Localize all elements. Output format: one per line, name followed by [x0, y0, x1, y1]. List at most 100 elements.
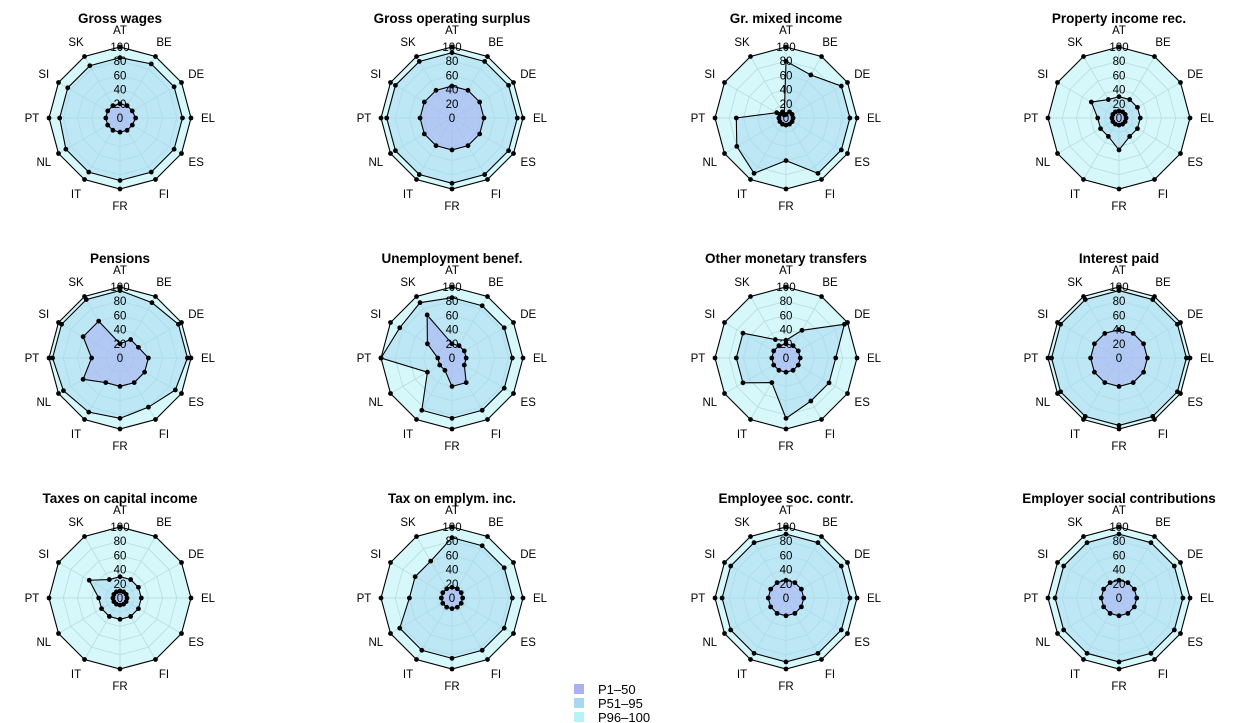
data-point — [393, 148, 398, 154]
data-point — [117, 426, 123, 432]
data-point — [437, 362, 443, 368]
data-point — [1081, 534, 1086, 539]
data-point — [485, 657, 490, 662]
tick-label: 60 — [114, 550, 127, 562]
data-point — [99, 606, 104, 612]
data-point — [1116, 44, 1122, 50]
data-point — [397, 325, 403, 331]
data-point — [1116, 384, 1122, 389]
data-point — [153, 417, 158, 422]
data-point — [417, 115, 423, 121]
axis-label: BE — [156, 517, 172, 529]
data-point — [138, 595, 144, 601]
radar-panel: Unemployment benef. 0 20 40 60 80 100 AT BE DE EL E… — [357, 251, 548, 453]
data-point — [179, 560, 184, 565]
data-point — [740, 380, 746, 386]
data-point — [771, 348, 777, 354]
data-point — [461, 348, 467, 354]
axis-label: BE — [1155, 37, 1171, 49]
data-point — [1101, 586, 1107, 592]
data-point — [768, 604, 774, 610]
data-point — [458, 600, 464, 606]
data-point — [146, 355, 151, 361]
legend-swatch — [574, 684, 584, 694]
tick-label: 20 — [446, 579, 459, 591]
data-point — [179, 80, 184, 85]
data-point — [815, 170, 821, 176]
axis-label: DE — [1187, 69, 1203, 81]
data-point — [128, 577, 134, 582]
axis-label: AT — [445, 265, 459, 277]
tick-label: 0 — [783, 353, 789, 365]
axis-label: SI — [38, 549, 49, 561]
data-point — [509, 355, 515, 361]
data-point — [1148, 650, 1154, 656]
axis-label: NL — [702, 157, 717, 169]
data-point — [769, 380, 775, 385]
tick-label: 80 — [114, 536, 127, 548]
axis-label: EL — [1200, 353, 1215, 365]
data-point — [1055, 560, 1060, 565]
axis-label: IT — [737, 189, 747, 201]
data-point — [520, 115, 526, 121]
data-point — [748, 657, 753, 662]
data-point — [63, 146, 69, 152]
data-point — [388, 391, 393, 396]
data-point — [790, 343, 796, 349]
axis-label: ES — [1188, 637, 1204, 649]
data-point — [769, 355, 775, 361]
data-point — [1145, 355, 1150, 361]
data-point — [414, 534, 419, 539]
axis-label: SI — [704, 309, 715, 321]
axis-label: FI — [825, 189, 835, 201]
data-point — [485, 534, 490, 539]
axis-label: EL — [201, 353, 216, 365]
data-point — [188, 115, 194, 121]
axis-label: SI — [38, 309, 49, 321]
axis-label: PT — [1024, 353, 1039, 365]
data-point — [421, 131, 427, 137]
data-point — [149, 300, 155, 306]
data-point — [444, 586, 450, 592]
axis-label: BE — [488, 517, 504, 529]
tick-label: 100 — [442, 282, 461, 294]
tick-label: 20 — [446, 339, 459, 351]
data-point — [1045, 355, 1051, 361]
data-point — [485, 294, 490, 299]
data-point — [1081, 417, 1086, 422]
axis-label: PT — [691, 353, 706, 365]
tick-label: 60 — [446, 70, 459, 82]
data-point — [433, 87, 439, 93]
axis-label: IT — [71, 429, 81, 441]
data-point — [854, 355, 860, 361]
data-point — [82, 54, 87, 59]
data-point — [776, 343, 782, 349]
tick-label: 80 — [446, 536, 459, 548]
data-point — [465, 87, 471, 93]
panel-title: Interest paid — [1079, 251, 1159, 266]
data-point — [444, 604, 450, 610]
data-point — [1141, 341, 1146, 347]
data-point — [833, 355, 839, 361]
tick-label: 20 — [114, 99, 127, 111]
data-point — [1152, 417, 1157, 422]
axis-label: SI — [370, 69, 381, 81]
data-point — [57, 115, 63, 121]
data-point — [388, 631, 393, 636]
data-point — [449, 384, 455, 389]
tick-label: 100 — [110, 282, 129, 294]
tick-label: 0 — [117, 593, 123, 605]
data-point — [838, 147, 844, 153]
data-point — [86, 577, 92, 583]
axis-label: ES — [189, 637, 205, 649]
axis-label: FI — [825, 669, 835, 681]
data-point — [511, 631, 516, 636]
tick-label: 0 — [449, 593, 455, 605]
tick-label: 80 — [780, 536, 793, 548]
data-point — [1098, 595, 1104, 601]
axis-label: IT — [403, 429, 413, 441]
data-point — [1116, 613, 1122, 619]
axis-label: DE — [520, 549, 536, 561]
data-point — [1116, 284, 1122, 290]
axis-label: BE — [1155, 277, 1171, 289]
